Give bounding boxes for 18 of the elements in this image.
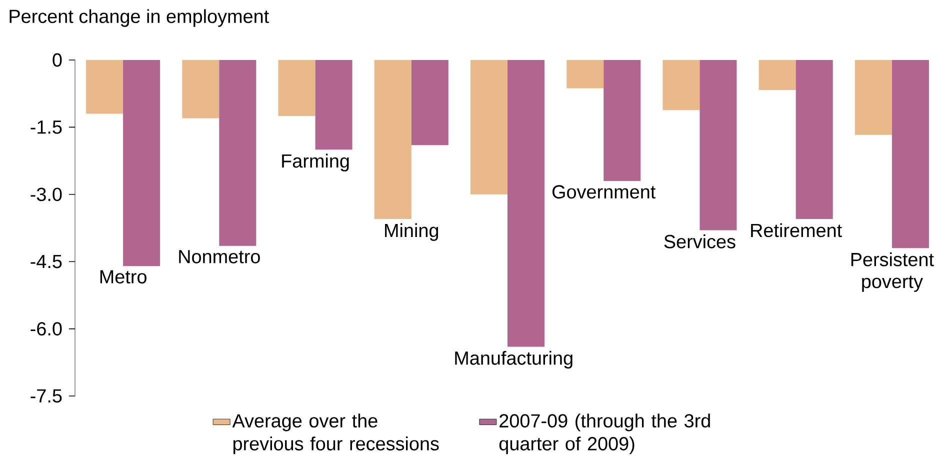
y-axis-title: Percent change in employment <box>10 9 269 27</box>
y-tick-label: -3.0 <box>30 188 62 202</box>
x-tick-label: Metro <box>100 270 146 284</box>
x-tick-label: Nonmetro <box>179 250 260 264</box>
x-tick-label: Retirement <box>751 223 842 238</box>
x-tick-label: Mining <box>385 223 438 241</box>
x-tick-label: Persistent poverty <box>851 252 934 292</box>
y-tick-label: -4.5 <box>30 255 62 268</box>
y-tick-label: -7.5 <box>30 389 62 403</box>
legend-label: 2007-09 (through the 3rd quarter of 2009) <box>499 414 710 454</box>
x-tick-label: Services <box>664 234 736 248</box>
x-tick-label: Farming <box>282 154 349 172</box>
x-tick-label: Manufacturing <box>455 350 572 369</box>
x-tick-label: Government <box>552 185 656 199</box>
y-tick-label: -6.0 <box>30 322 62 336</box>
y-tick-label: -1.5 <box>30 120 62 134</box>
y-tick-label: 0 <box>52 53 62 67</box>
legend-label: Average over the previous four recessions <box>232 414 439 454</box>
